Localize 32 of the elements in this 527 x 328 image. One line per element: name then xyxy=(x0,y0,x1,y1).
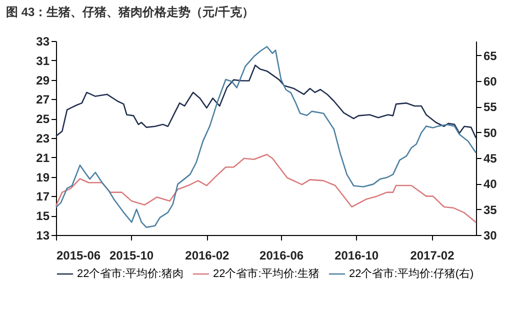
x-tick-label: 2016-10 xyxy=(334,248,379,262)
y2-tick-label: 50 xyxy=(484,126,498,140)
y2-tick-label: 40 xyxy=(484,177,498,192)
y2-tick-label: 30 xyxy=(484,228,498,242)
legend-label: 22个省市:平均价:生猪 xyxy=(213,267,320,280)
y2-tick-label: 65 xyxy=(484,48,498,63)
line-series xyxy=(55,64,477,139)
legend-label: 22个省市:平均价:仔猪(右) xyxy=(349,267,474,280)
chart-title: 图 43：生猪、仔猪、猪肉价格走势（元/千克） xyxy=(6,5,254,19)
x-tick-label: 2015-10 xyxy=(110,248,154,262)
y-tick-label: 27 xyxy=(36,92,50,107)
y-tick-label: 25 xyxy=(36,112,50,126)
y-tick-label: 33 xyxy=(36,34,50,48)
y-tick-label: 15 xyxy=(36,209,50,224)
line-series xyxy=(55,46,477,228)
x-tick-label: 2016-02 xyxy=(185,248,230,262)
y-tick-label: 17 xyxy=(36,190,50,204)
y-tick-label: 29 xyxy=(36,73,50,88)
x-tick-label: 2015-06 xyxy=(56,248,101,262)
x-tick-label: 2016-06 xyxy=(260,248,304,262)
y2-tick-label: 35 xyxy=(484,202,498,217)
y2-tick-label: 60 xyxy=(484,74,498,89)
y2-tick-label: 45 xyxy=(484,152,498,166)
x-tick-label: 2017-02 xyxy=(410,248,455,262)
y-tick-label: 13 xyxy=(36,228,50,242)
y-tick-label: 23 xyxy=(36,132,50,146)
y2-tick-label: 55 xyxy=(484,100,498,114)
y-tick-label: 21 xyxy=(36,150,50,165)
y-tick-label: 31 xyxy=(36,54,50,68)
y-tick-label: 19 xyxy=(36,170,50,184)
legend-label: 22个省市:平均价:猪肉 xyxy=(77,267,184,280)
line-series xyxy=(55,154,477,224)
